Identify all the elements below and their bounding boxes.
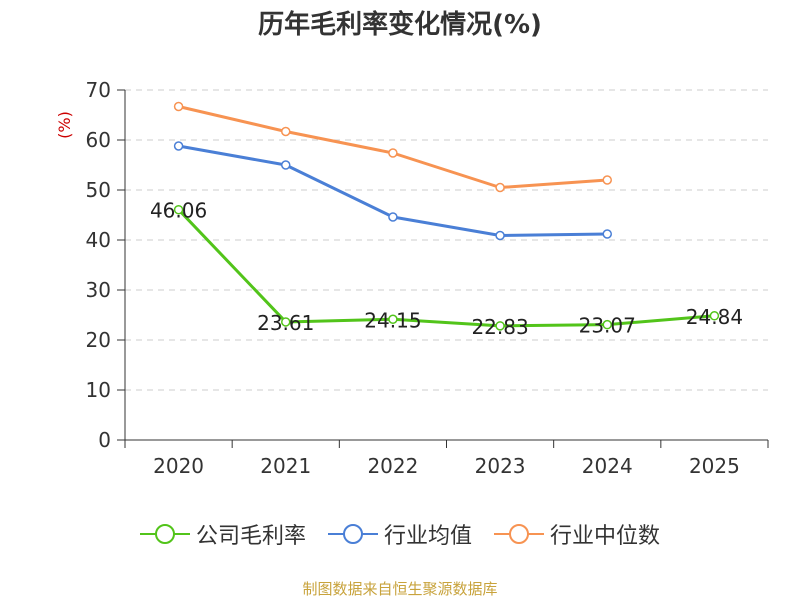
legend: 公司毛利率 行业均值 行业中位数 — [0, 518, 800, 550]
data-point — [281, 160, 291, 170]
data-label: 23.07 — [579, 314, 636, 338]
legend-item[interactable]: 行业中位数 — [494, 518, 660, 550]
data-point — [281, 317, 291, 327]
y-tick-label: 0 — [98, 428, 111, 452]
legend-item[interactable]: 行业均值 — [327, 518, 472, 550]
data-point — [495, 230, 505, 241]
series-line — [178, 105, 608, 189]
data-label: 46.06 — [150, 199, 207, 223]
data-label: 24.15 — [364, 308, 421, 332]
data-point — [602, 319, 612, 330]
series-line — [178, 144, 608, 237]
data-point — [495, 182, 505, 193]
legend-label: 行业均值 — [383, 524, 472, 549]
data-point — [602, 229, 612, 239]
x-tick-label: 2025 — [689, 454, 740, 478]
x-tick-label: 2022 — [367, 454, 418, 478]
axes: 0 10 20 30 40 50 60 70 2020 2021 2022 2023 2024 2025 (… — [55, 78, 769, 478]
grid-lines — [125, 89, 768, 391]
x-tick-label: 2024 — [582, 454, 633, 478]
series-line — [177, 208, 715, 328]
data-point — [388, 148, 398, 158]
legend-item[interactable]: 公司毛利率 — [139, 518, 306, 550]
x-tick-label: 2023 — [475, 454, 526, 478]
x-tick-label: 2021 — [260, 454, 311, 478]
y-axis-label: (%) — [55, 111, 74, 139]
y-tick-label: 50 — [86, 178, 111, 202]
y-tick-label: 60 — [86, 128, 111, 152]
legend-label: 公司毛利率 — [195, 524, 306, 549]
legend-label: 行业中位数 — [550, 524, 661, 549]
x-tick-label: 2020 — [153, 454, 204, 478]
legend-marker-icon — [494, 524, 544, 544]
data-point — [173, 101, 184, 112]
data-point — [281, 126, 291, 137]
chart-title: 历年毛利率变化情况(%) — [258, 10, 542, 40]
data-point — [173, 141, 184, 151]
data-label: 24.84 — [686, 305, 743, 329]
y-tick-label: 20 — [86, 328, 111, 352]
series-group — [173, 101, 720, 331]
legend-marker-icon — [139, 524, 190, 544]
source-note: 制图数据来自恒生聚源数据库 — [302, 580, 498, 598]
data-point — [388, 212, 398, 222]
data-label: 22.83 — [471, 315, 528, 339]
data-labels: 46.06 23.61 24.15 22.83 23.07 24.84 — [150, 199, 743, 339]
y-tick-label: 40 — [86, 228, 111, 252]
legend-marker-icon — [327, 524, 378, 544]
y-tick-label: 70 — [86, 78, 111, 102]
data-point — [388, 314, 398, 324]
data-point — [495, 321, 505, 331]
y-tick-label: 10 — [86, 378, 111, 402]
data-point — [709, 311, 720, 321]
y-tick-label: 30 — [86, 278, 111, 302]
data-point — [602, 175, 612, 185]
data-point — [173, 204, 184, 215]
data-label: 23.61 — [257, 311, 314, 335]
